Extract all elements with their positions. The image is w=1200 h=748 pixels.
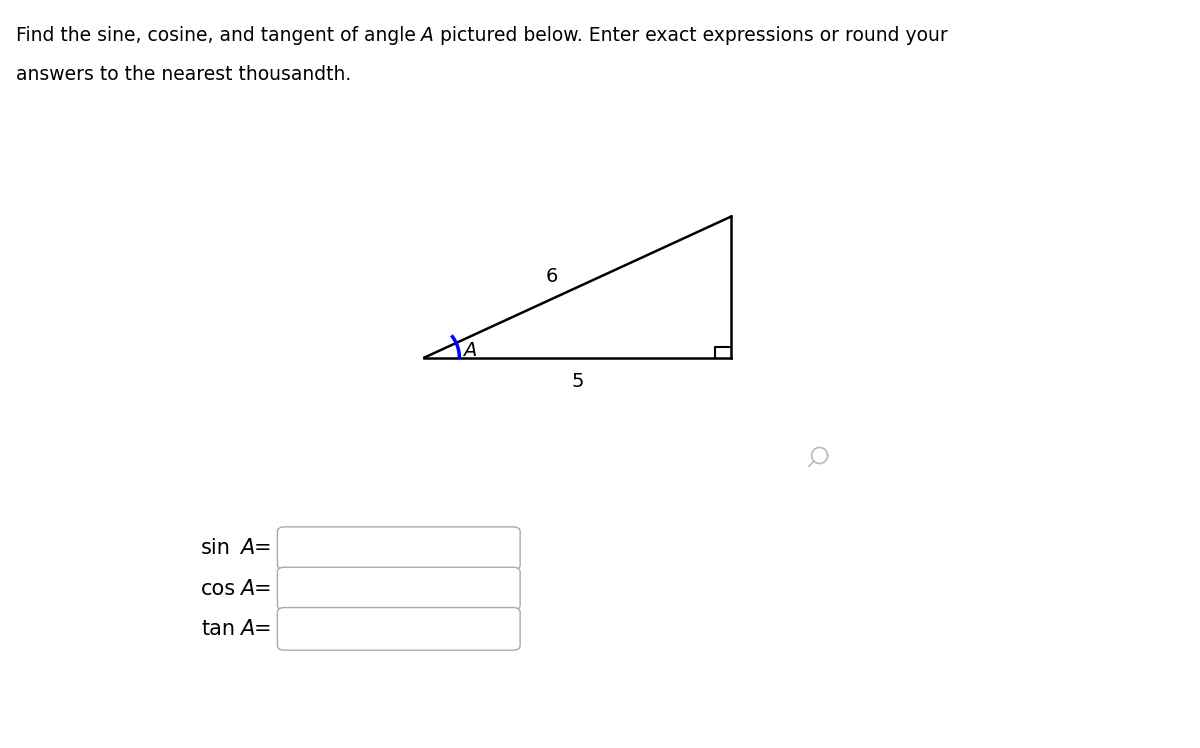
- FancyBboxPatch shape: [277, 567, 520, 610]
- Text: pictured below. Enter exact expressions or round your: pictured below. Enter exact expressions …: [434, 26, 948, 45]
- Text: A: A: [463, 341, 476, 361]
- FancyBboxPatch shape: [277, 527, 520, 569]
- Text: 6: 6: [546, 267, 558, 286]
- Text: 5: 5: [571, 373, 584, 391]
- Text: A: A: [240, 578, 254, 598]
- Text: sin: sin: [202, 539, 232, 558]
- Text: =: =: [254, 578, 271, 598]
- Text: =: =: [254, 539, 271, 558]
- Text: tan: tan: [202, 619, 235, 639]
- Text: answers to the nearest thousandth.: answers to the nearest thousandth.: [16, 65, 350, 84]
- Text: A: A: [240, 619, 254, 639]
- Text: A: A: [421, 26, 434, 45]
- Text: =: =: [254, 619, 271, 639]
- Text: Find the sine, cosine, and tangent of angle: Find the sine, cosine, and tangent of an…: [16, 26, 421, 45]
- FancyBboxPatch shape: [277, 607, 520, 650]
- Text: cos: cos: [202, 578, 236, 598]
- Text: A: A: [240, 539, 254, 558]
